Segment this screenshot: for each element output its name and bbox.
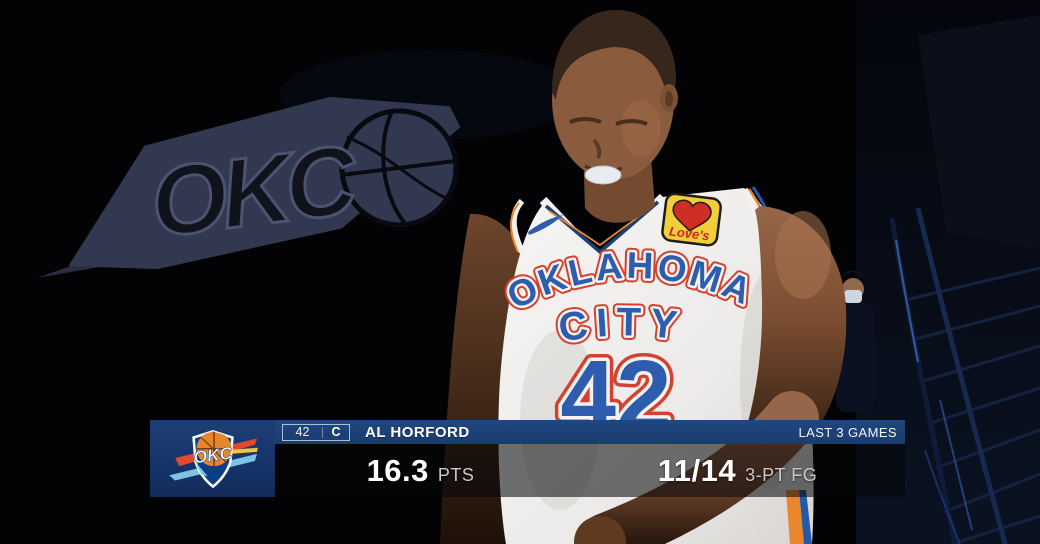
team-logo: OKC [168,429,258,488]
jersey-side-stripe [786,490,804,544]
heart-icon [672,199,712,232]
team-logo-tile: OKC [150,420,275,497]
context-label: LAST 3 GAMES [798,424,897,440]
divider [322,426,323,438]
svg-text:CITY: CITY [556,300,688,350]
stat-value: 11/14 [657,452,737,488]
hand [574,516,626,544]
mouthguard [584,165,622,185]
stat-label: PTS [437,464,475,485]
nike-swoosh-icon [528,215,563,235]
svg-text:CITY: CITY [556,300,688,350]
hair [552,10,676,103]
stat-label: 3-PT FG [745,464,818,485]
sponsor-text: Love's [668,223,710,243]
okc-watermark-logo: OKC [37,96,461,278]
stat-value: 16.3 [366,452,429,488]
stat-points: 16.3 PTS [275,444,590,497]
face-mask [844,290,862,303]
banner-topbar: 42 C AL HORFORD LAST 3 GAMES [275,420,905,444]
player-name: AL HORFORD [365,423,470,441]
player-head [552,10,678,223]
stat-three-point-fg: 11/14 3-PT FG [590,444,905,497]
jersey-side-stripe [799,490,812,544]
stats-row: 16.3 PTS 11/14 3-PT FG [275,444,905,497]
player-number: 42 [295,425,310,439]
player-number-position-box: 42 C [282,423,350,441]
sponsor-patch: Love's [661,192,722,247]
player-position: C [331,425,341,439]
staircase [856,0,1040,544]
watermark-text: OKC [145,124,364,258]
team-logo-text: OKC [192,442,233,467]
